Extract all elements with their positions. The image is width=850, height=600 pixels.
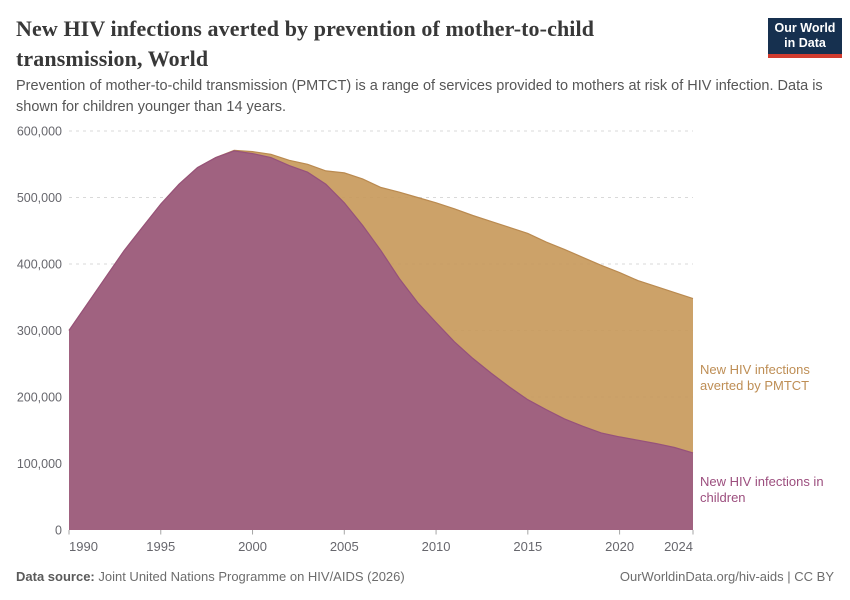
- line-children-top: [68, 150, 694, 454]
- y-axis-label-0: 0: [55, 524, 62, 538]
- attribution-link: OurWorldinData.org/hiv-aids | CC BY: [619, 569, 834, 584]
- area-infections-in-children[interactable]: [69, 150, 693, 530]
- x-axis-label-1990: 1990: [69, 539, 98, 554]
- x-axis-label-1995: 1995: [146, 539, 175, 554]
- x-axis-label-2000: 2000: [238, 539, 267, 554]
- series-label-averted-by-pmtct: New HIV infections averted by PMTCT: [700, 362, 810, 393]
- x-axis-label-2024: 2024: [664, 539, 693, 554]
- y-axis-label-600000: 600,000: [17, 125, 62, 139]
- owid-logo-line1: Our World: [774, 21, 836, 35]
- chart-title: New HIV infections averted by prevention…: [16, 16, 595, 71]
- owid-logo-line2: in Data: [784, 35, 826, 50]
- x-axis-label-2010: 2010: [422, 539, 451, 554]
- y-axis-label-300000: 300,000: [17, 324, 62, 338]
- y-axis-label-500000: 500,000: [17, 191, 62, 205]
- data-source-label: Data source:: [16, 569, 95, 584]
- series-label-infections-in-children: New HIV infections in children: [700, 474, 824, 505]
- y-axis-label-100000: 100,000: [17, 457, 62, 471]
- x-axis-label-2005: 2005: [330, 539, 359, 554]
- y-axis-label-200000: 200,000: [17, 391, 62, 405]
- x-axis-label-2020: 2020: [605, 539, 634, 554]
- chart-subtitle: Prevention of mother-to-child transmissi…: [16, 78, 823, 115]
- y-axis-label-400000: 400,000: [17, 258, 62, 272]
- owid-logo[interactable]: Our World in Data: [768, 18, 842, 58]
- chart-footer: Data source: Joint United Nations Progra…: [16, 569, 834, 584]
- data-source-note: Data source: Joint United Nations Progra…: [16, 569, 405, 584]
- x-axis-label-2015: 2015: [513, 539, 542, 554]
- data-source-text: Joint United Nations Programme on HIV/AI…: [94, 569, 405, 584]
